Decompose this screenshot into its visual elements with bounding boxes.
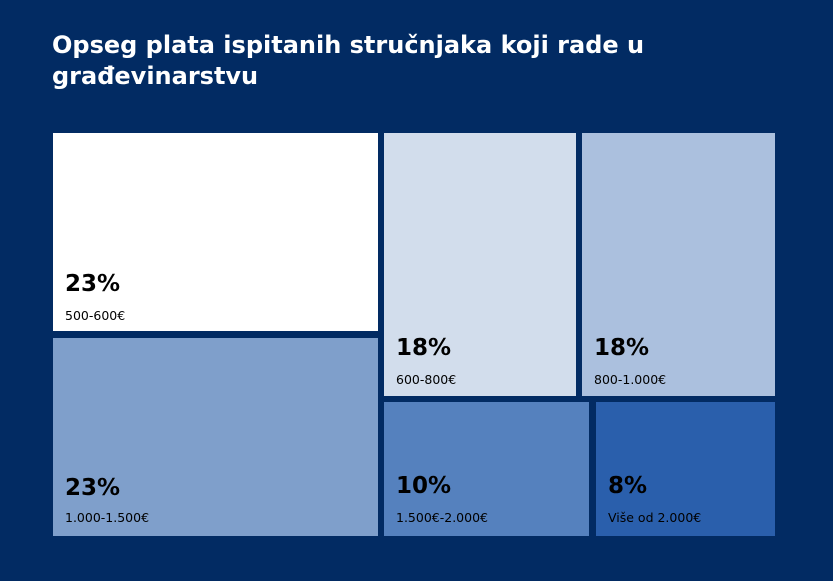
tile-category-label: 600-800€	[396, 372, 457, 387]
tile-1500-2000: 10% 1.500€-2.000€	[384, 402, 589, 536]
tile-value-label: 18%	[594, 335, 650, 361]
tile-value-label: 23%	[65, 475, 121, 501]
tile-1000-1500: 23% 1.000-1.500€	[53, 338, 378, 536]
tile-value-label: 18%	[396, 335, 452, 361]
tile-800-1000: 18% 800-1.000€	[582, 133, 775, 396]
tile-value-label: 8%	[608, 473, 648, 499]
tile-category-label: 800-1.000€	[594, 372, 667, 387]
tile-value-label: 10%	[396, 473, 452, 499]
tile-value-label: 23%	[65, 271, 121, 297]
tile-category-label: 1.500€-2.000€	[396, 510, 488, 525]
chart-title: Opseg plata ispitanih stručnjaka koji ra…	[52, 31, 645, 90]
tile-category-label: 500-600€	[65, 308, 126, 323]
tile-category-label: Više od 2.000€	[608, 510, 702, 525]
tile-category-label: 1.000-1.500€	[65, 510, 150, 525]
tile-over-2000: 8% Više od 2.000€	[596, 402, 775, 536]
tile-500-600: 23% 500-600€	[53, 133, 378, 331]
tile-600-800: 18% 600-800€	[384, 133, 576, 396]
